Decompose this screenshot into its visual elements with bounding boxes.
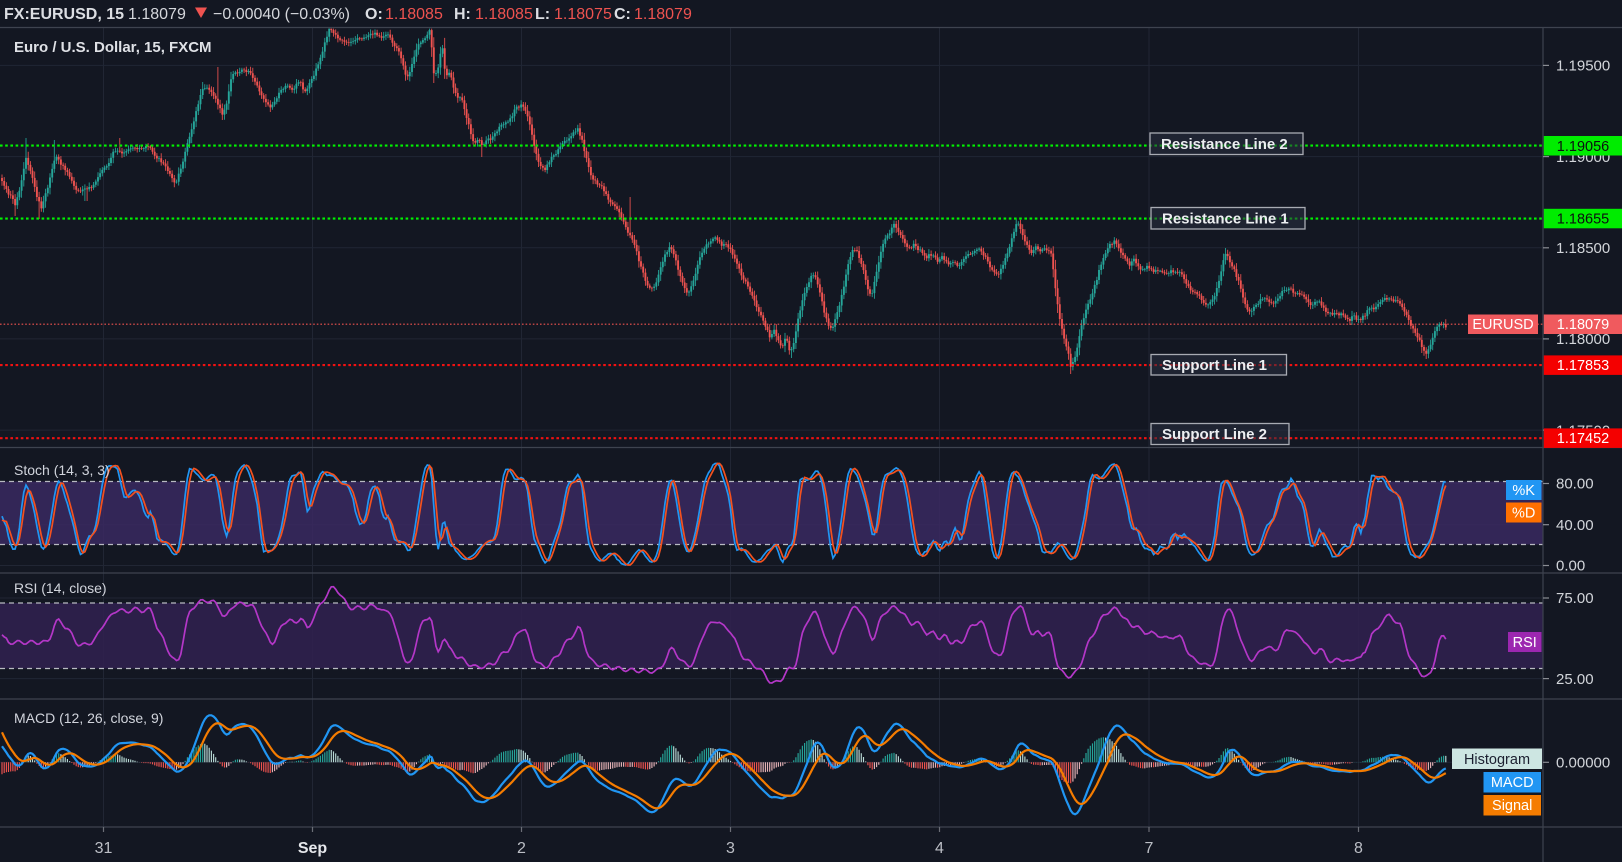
svg-text:1.18075: 1.18075: [554, 6, 612, 23]
svg-text:EURUSD: EURUSD: [1472, 317, 1533, 333]
svg-text:%D: %D: [1512, 506, 1535, 522]
svg-text:Stoch (14, 3, 3): Stoch (14, 3, 3): [14, 462, 110, 478]
svg-text:1.19500: 1.19500: [1556, 58, 1610, 75]
svg-text:Resistance Line 2: Resistance Line 2: [1161, 136, 1288, 153]
svg-text:1.18085: 1.18085: [475, 6, 533, 23]
svg-text:Sep: Sep: [298, 840, 328, 857]
svg-text:80.00: 80.00: [1556, 476, 1594, 493]
svg-text:Support Line 1: Support Line 1: [1162, 357, 1267, 374]
svg-text:0.00000: 0.00000: [1556, 755, 1610, 772]
svg-text:2: 2: [517, 840, 526, 857]
svg-text:8: 8: [1354, 840, 1363, 857]
svg-text:−0.00040 (−0.03%): −0.00040 (−0.03%): [213, 6, 350, 23]
svg-text:RSI (14, close): RSI (14, close): [14, 580, 107, 596]
svg-text:1.18655: 1.18655: [1557, 212, 1609, 228]
svg-text:3: 3: [726, 840, 735, 857]
svg-text:4: 4: [935, 840, 944, 857]
svg-text:RSI: RSI: [1513, 635, 1537, 651]
svg-text:1.18500: 1.18500: [1556, 240, 1610, 257]
svg-text:0.00: 0.00: [1556, 558, 1585, 575]
svg-text:Histogram: Histogram: [1464, 752, 1530, 768]
svg-text:40.00: 40.00: [1556, 517, 1594, 534]
svg-text:1.17853: 1.17853: [1557, 358, 1609, 374]
svg-text:31: 31: [95, 840, 113, 857]
svg-text:1.18079: 1.18079: [128, 6, 186, 23]
svg-text:Resistance Line 1: Resistance Line 1: [1162, 210, 1289, 227]
svg-text:Signal: Signal: [1492, 798, 1532, 814]
svg-text:L:: L:: [535, 6, 550, 23]
svg-text:7: 7: [1145, 840, 1154, 857]
svg-text:Support Line 2: Support Line 2: [1162, 426, 1267, 443]
svg-text:75.00: 75.00: [1556, 590, 1594, 607]
svg-text:MACD: MACD: [1491, 775, 1534, 791]
svg-text:Euro / U.S. Dollar, 15, FXCM: Euro / U.S. Dollar, 15, FXCM: [14, 39, 212, 56]
svg-text:FX:EURUSD, 15: FX:EURUSD, 15: [4, 6, 124, 23]
svg-text:1.18085: 1.18085: [385, 6, 443, 23]
svg-text:1.19056: 1.19056: [1557, 139, 1609, 155]
svg-text:1.18000: 1.18000: [1556, 331, 1610, 348]
svg-text:MACD (12, 26, close, 9): MACD (12, 26, close, 9): [14, 710, 163, 726]
svg-text:1.17452: 1.17452: [1557, 431, 1609, 447]
svg-text:1.18079: 1.18079: [634, 6, 692, 23]
svg-text:C:: C:: [614, 6, 631, 23]
svg-text:%K: %K: [1512, 483, 1535, 499]
svg-text:H:: H:: [454, 6, 471, 23]
svg-text:1.18079: 1.18079: [1557, 317, 1609, 333]
svg-text:25.00: 25.00: [1556, 671, 1594, 688]
svg-text:O:: O:: [365, 6, 383, 23]
